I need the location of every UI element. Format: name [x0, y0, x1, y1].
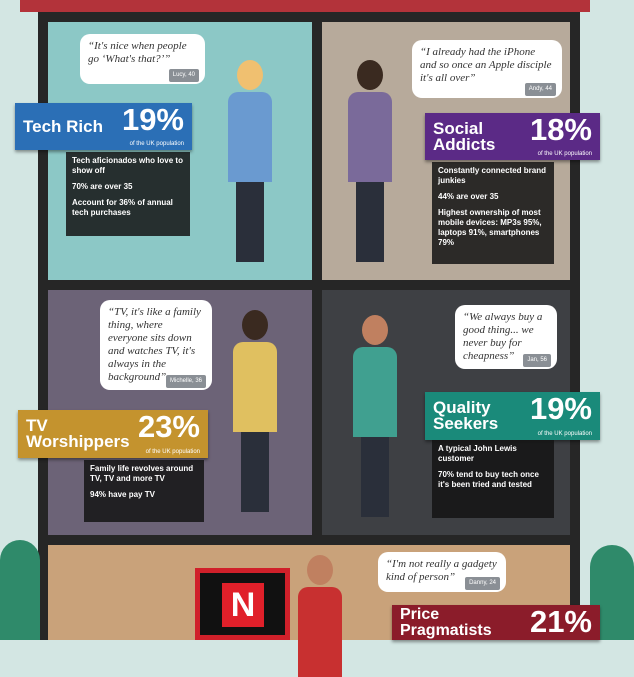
- quote-bubble: “I already had the iPhone and so once an…: [412, 40, 562, 98]
- fact: Tech aficionados who love to show off: [72, 156, 183, 175]
- figure-body: [353, 347, 397, 437]
- fact: 94% have pay TV: [90, 490, 155, 499]
- fact: A typical John Lewis customer: [438, 444, 517, 463]
- segment-name: TV Worshippers: [26, 416, 130, 451]
- fact: 70% tend to buy tech once it's been trie…: [438, 470, 539, 489]
- figure-body: [298, 587, 342, 677]
- figure-legs: [356, 182, 384, 262]
- segment-label: Tech Rich 19% of the UK population: [15, 103, 192, 150]
- quote-bubble: “I'm not really a gadgety kind of person…: [378, 552, 506, 592]
- segment-name: Tech Rich: [23, 116, 103, 136]
- figure-head: [357, 60, 383, 90]
- bush: [0, 540, 40, 640]
- fact: 44% are over 35: [438, 192, 499, 201]
- facts-box: Tech aficionados who love to show off 70%…: [66, 152, 190, 236]
- fact: Constantly connected brand junkies: [438, 166, 547, 185]
- quote: “I'm not really a gadgety kind of person…: [386, 558, 497, 583]
- figure-body: [228, 92, 272, 182]
- author: Danny, 24: [465, 577, 500, 590]
- population-note: of the UK population: [537, 431, 592, 437]
- figure-head: [307, 555, 333, 585]
- author: Lucy, 40: [168, 69, 199, 82]
- segment-name: Social Addicts: [433, 118, 496, 154]
- segment-name: Quality Seekers: [433, 398, 499, 433]
- figure-head: [242, 310, 268, 340]
- fact: Highest ownership of most mobile devices…: [438, 208, 542, 247]
- facts-box: A typical John Lewis customer 70% tend to…: [432, 440, 554, 518]
- author: Michelle, 36: [165, 375, 206, 388]
- figure-head: [237, 60, 263, 90]
- segment-label: TV Worshippers 23% of the UK population: [18, 410, 208, 458]
- quote: “TV, it's like a family thing, where eve…: [108, 306, 201, 383]
- figure-body: [233, 342, 277, 432]
- quote: “It's nice when people go ‘What's that?’…: [88, 40, 187, 65]
- top-banner: [20, 0, 590, 12]
- quote-bubble: “TV, it's like a family thing, where eve…: [100, 300, 212, 390]
- segment-percent: 21%: [529, 604, 592, 639]
- population-note: of the UK population: [537, 151, 592, 157]
- segment-percent: 23%: [137, 409, 200, 444]
- segment-percent: 19%: [529, 391, 592, 426]
- figure-legs: [236, 182, 264, 262]
- author: Jan, 56: [523, 354, 551, 367]
- segment-label: Quality Seekers 19% of the UK population: [425, 392, 600, 440]
- quote-bubble: “It's nice when people go ‘What's that?’…: [80, 34, 205, 84]
- quote: “I already had the iPhone and so once an…: [420, 46, 552, 84]
- facts-box: Constantly connected brand junkies 44% ar…: [432, 162, 554, 264]
- figure-legs: [241, 432, 269, 512]
- segment-label: Social Addicts 18% of the UK population: [425, 113, 600, 160]
- segment-name: Price Pragmatists: [400, 605, 492, 639]
- figure-head: [362, 315, 388, 345]
- logo: N: [222, 583, 264, 627]
- fact: 70% are over 35: [72, 182, 133, 191]
- fact: Account for 36% of annual tech purchases: [72, 198, 173, 217]
- segment-percent: 19%: [121, 102, 184, 137]
- figure-legs: [361, 437, 389, 517]
- quote-bubble: “We always buy a good thing... we never …: [455, 305, 557, 369]
- population-note: of the UK population: [145, 449, 200, 455]
- segment-percent: 18%: [529, 112, 592, 147]
- facts-box: Family life revolves around TV, TV and m…: [84, 460, 204, 522]
- logo-box: N: [195, 568, 290, 640]
- fact: Family life revolves around TV, TV and m…: [90, 464, 194, 483]
- segment-label: Price Pragmatists 21%: [392, 605, 600, 640]
- quote: “We always buy a good thing... we never …: [463, 311, 543, 362]
- figure-body: [348, 92, 392, 182]
- population-note: of the UK population: [129, 141, 184, 147]
- author: Andy, 44: [524, 83, 556, 96]
